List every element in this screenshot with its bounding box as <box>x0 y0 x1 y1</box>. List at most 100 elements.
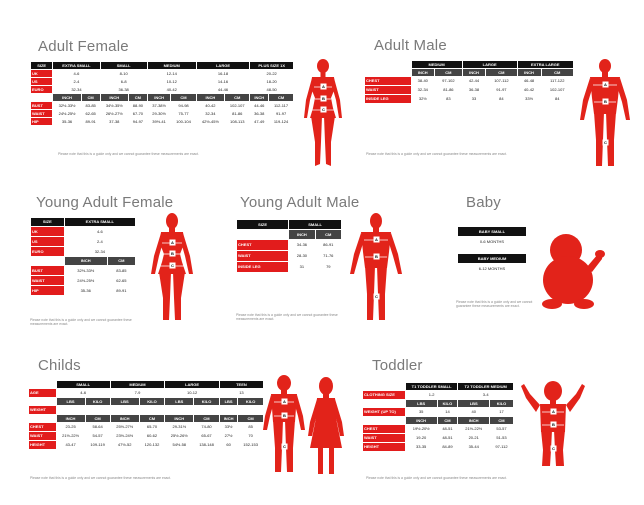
marker-b: B <box>171 251 174 256</box>
adult-female-title: Adult Female <box>38 38 129 55</box>
table-cell: 2-4 <box>96 238 103 244</box>
marker-c: C <box>171 263 174 268</box>
table-cell: 65-67 <box>201 433 212 438</box>
table-cell: 54-57 <box>92 433 103 438</box>
table-cell: 71-76 <box>323 253 334 258</box>
table-cell: 84 <box>499 96 504 101</box>
unit-inch: INCH <box>289 230 315 239</box>
table-cell: 65-70 <box>146 424 158 429</box>
table-cell: 60 <box>226 442 231 447</box>
table-cell <box>194 406 219 414</box>
unit-cm: CM <box>107 257 135 265</box>
baby-medium-value: 6-12 MONTHS <box>478 265 506 271</box>
marker-b: B <box>283 413 286 418</box>
size-s: SMALL <box>289 220 341 229</box>
young-adult-female-disclaimer: Please note that this is a guide only an… <box>30 318 132 327</box>
table-cell: 62-65 <box>85 110 96 116</box>
unit-inch: INCH <box>110 415 139 422</box>
table-cell: 84 <box>555 96 560 101</box>
table-cell: 21½-22½ <box>465 426 483 431</box>
table-cell <box>86 406 110 414</box>
unit-cm: CM <box>225 94 250 101</box>
table-cell: 75-77 <box>178 110 189 116</box>
table-cell: 108-113 <box>230 118 245 124</box>
table-cell: 62-65 <box>116 277 127 283</box>
row-label-inside-leg: INSIDE LEG <box>365 95 411 103</box>
table-cell: 58-64 <box>92 424 103 429</box>
marker-a: A <box>375 237 378 242</box>
unit-cm: CM <box>139 415 165 422</box>
baby-size-table: BABY SMALL 0-6 MONTHS BABY MEDIUM 6-12 M… <box>457 226 527 274</box>
table-cell: 81-86 <box>232 110 243 116</box>
marker-b: B <box>375 254 378 259</box>
table-cell: 8-10 <box>119 70 128 76</box>
table-cell: 83-85 <box>85 102 96 108</box>
table-cell: 33½ <box>224 424 233 429</box>
table-cell: 38-40 <box>417 78 428 83</box>
unit-kilo: KILO <box>85 398 110 405</box>
row-label-chest: CHEST <box>237 240 289 250</box>
row-label-waist: WAIST <box>365 86 411 94</box>
row-label-weight: WEIGHT <box>29 406 56 414</box>
table-cell: 120-132 <box>144 442 160 447</box>
size-m: MEDIUM <box>110 381 165 388</box>
table-cell: 26½-27½ <box>105 110 123 116</box>
table-cell: 28-30 <box>296 253 308 258</box>
unit-inch: INCH <box>517 69 541 76</box>
unit-inch: INCH <box>56 415 85 422</box>
unit-inch: INCH <box>405 417 437 424</box>
young-adult-male-disclaimer: Please note that this is a guide only an… <box>236 313 338 322</box>
size-t1: T1 TODDLER SMALL <box>405 383 458 390</box>
unit-cm: CM <box>85 415 110 422</box>
adult-male-size-table: MEDIUM LARGE EXTRA LARGE INCH CM INCH CM… <box>364 60 574 104</box>
unit-cm: CM <box>435 69 462 76</box>
unit-inch: INCH <box>64 257 107 265</box>
table-cell: 119-124 <box>273 118 289 124</box>
table-cell: 40-42 <box>523 87 535 92</box>
table-cell: 31 <box>299 264 305 269</box>
table-cell: 4-6 <box>80 390 87 395</box>
table-cell: 51-53 <box>496 435 507 440</box>
row-label-waist: WAIST <box>31 110 53 117</box>
toddler-size-table: T1 TODDLER SMALL T2 TODDLER MEDIUM CLOTH… <box>362 382 514 452</box>
unit-lbs: LBS <box>110 398 139 405</box>
table-cell: 20-21 <box>468 435 479 440</box>
row-label-bust: BUST <box>31 266 64 275</box>
table-cell: 36-38 <box>118 86 129 92</box>
table-cell: 32-34 <box>71 86 82 92</box>
childs-disclaimer: Please note that this is a guide only an… <box>30 476 171 480</box>
table-cell: 48-51 <box>442 435 453 440</box>
table-cell: 86-91 <box>323 242 334 247</box>
table-cell: 19½-20½ <box>412 426 430 431</box>
marker-c: C <box>283 444 286 449</box>
table-cell: 24½-25½ <box>77 277 95 283</box>
unit-kilo: KILO <box>194 398 219 405</box>
young-adult-male-title: Young Adult Male <box>240 194 360 211</box>
boy-figure <box>263 375 305 472</box>
size-1x: PLUS SIZE 1X <box>250 62 293 69</box>
row-label-hip: HIP <box>31 118 53 125</box>
baby-disclaimer: Please note that this is a guide only an… <box>456 300 533 309</box>
table-cell: 83 <box>446 96 451 101</box>
row-label-height: HEIGHT <box>29 441 56 449</box>
table-cell: 94-97 <box>132 118 144 124</box>
row-label-euro: EURO <box>31 247 64 256</box>
table-cell: 23½-24½ <box>116 433 134 438</box>
table-cell: 4-6 <box>96 228 103 234</box>
childs-title: Childs <box>38 357 81 374</box>
table-cell: 138-148 <box>199 442 214 447</box>
table-cell: 152-153 <box>243 442 258 447</box>
unit-cm: CM <box>541 69 573 76</box>
table-cell: 7-9 <box>134 390 141 395</box>
table-cell <box>57 406 85 414</box>
table-cell: 117-122 <box>550 78 565 83</box>
table-cell: 85 <box>248 424 253 429</box>
row-label-us: US <box>31 78 53 85</box>
row-label-waist: WAIST <box>363 434 405 442</box>
unit-inch: INCH <box>219 415 238 422</box>
marker-b: B <box>604 99 607 104</box>
table-cell: 19-20 <box>416 435 427 440</box>
baby-title: Baby <box>466 194 501 211</box>
marker-a: A <box>322 84 325 89</box>
unit-lbs: LBS <box>405 400 437 407</box>
